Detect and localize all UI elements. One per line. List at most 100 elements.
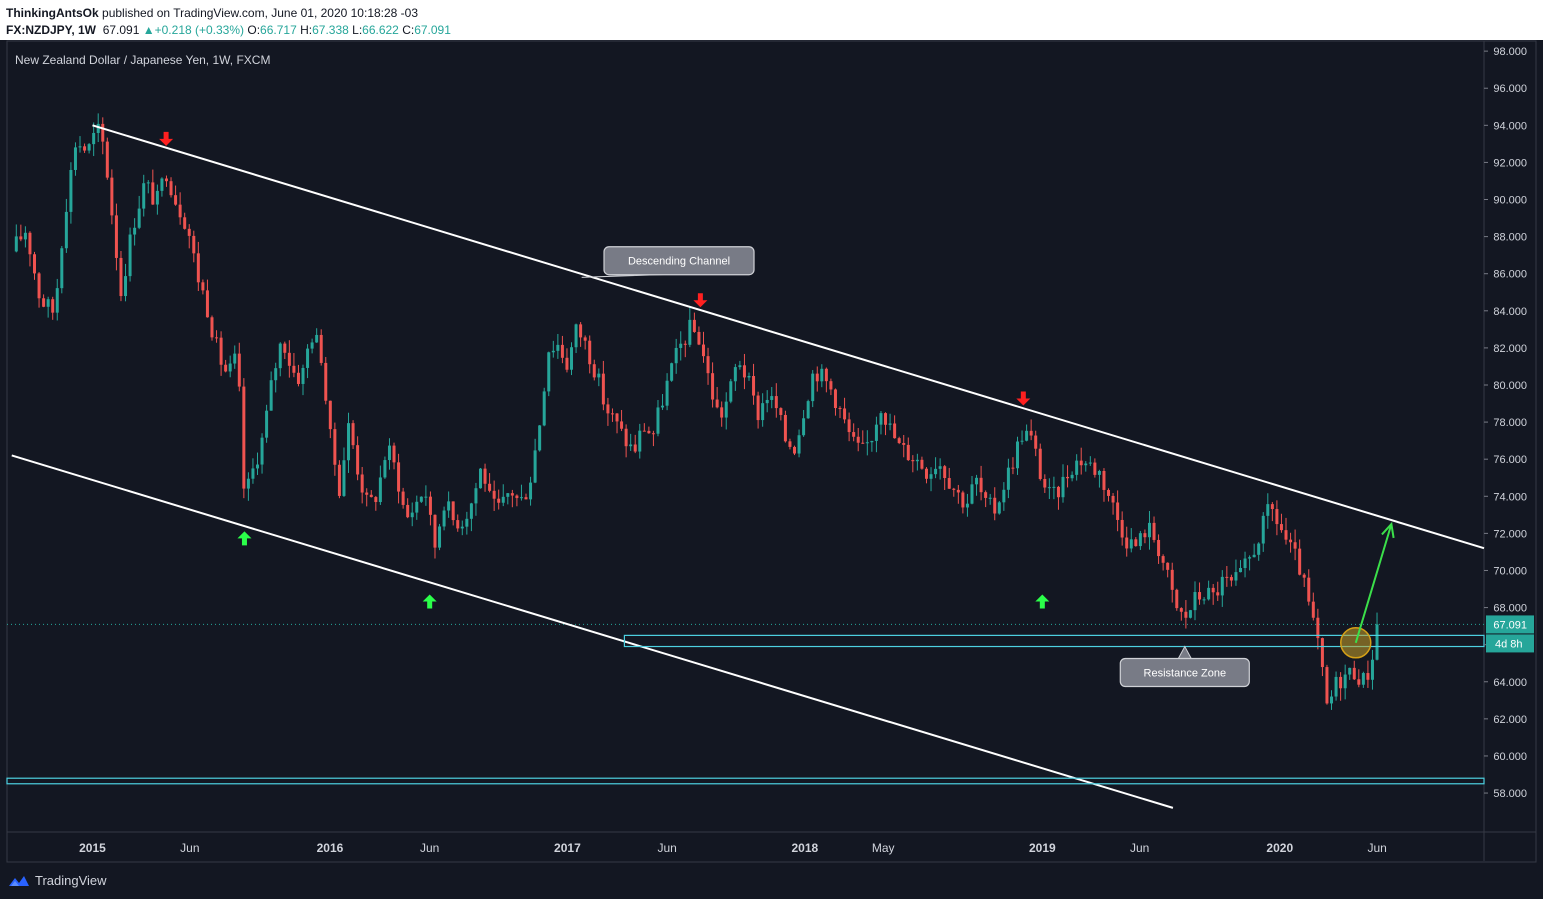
candle-body [879, 413, 883, 425]
candle-body [592, 364, 596, 378]
close-label: C: [402, 23, 415, 37]
candle-body [110, 177, 114, 216]
up-triangle-icon: ▲ [142, 23, 155, 37]
candle-body [1270, 504, 1274, 510]
candle-body [861, 442, 865, 444]
brand-label: TradingView [35, 873, 107, 888]
candle-body [283, 343, 287, 353]
tradingview-brand[interactable]: TradingView [8, 873, 107, 888]
time-tick-label: 2018 [792, 841, 819, 855]
channel-lower-line [11, 454, 1174, 809]
candle-body [692, 319, 696, 332]
author-name[interactable]: ThinkingAntsOk [6, 6, 99, 20]
chart-frame [6, 40, 1537, 863]
candle-body [615, 413, 619, 422]
candle-body [1143, 533, 1147, 538]
candle-body [674, 347, 678, 364]
countdown-label: 4d 8h [1495, 638, 1523, 650]
candle-body [292, 365, 296, 373]
candle-body [387, 445, 391, 461]
price-tick-label: 80.000 [1493, 380, 1527, 392]
candle-body [28, 232, 32, 255]
candle-body [1307, 577, 1311, 602]
candle-body [524, 497, 528, 500]
candle-body [119, 257, 123, 297]
candle-body [87, 144, 91, 151]
price-tick-label: 64.000 [1493, 677, 1527, 689]
candle-body [237, 353, 241, 387]
time-tick-label: Jun [1130, 841, 1149, 855]
candle-body [588, 340, 592, 365]
candle-body [1188, 610, 1192, 618]
candle-body [1034, 435, 1038, 449]
time-tick-label: Jun [420, 841, 439, 855]
time-axis[interactable]: 2015 Jun 2016 Jun 2017 Jun 2018 May 2019 Jun 2020 J… [79, 841, 1387, 855]
candle-body [697, 331, 701, 345]
candle-body [701, 344, 705, 357]
candle-body [315, 334, 319, 343]
candle-body [442, 510, 446, 527]
price-axis[interactable]: 98.000 96.000 94.000 92.000 90.000 88.000 86.0… [1484, 46, 1534, 800]
candle-body [169, 181, 173, 196]
candle-body [988, 497, 992, 499]
candle-body [1116, 502, 1120, 520]
candle-body [956, 489, 960, 493]
candle-body [1120, 519, 1124, 538]
candle-body [1161, 556, 1165, 563]
candle-body [1079, 460, 1083, 466]
chart-title: New Zealand Dollar / Japanese Yen, 1W, F… [15, 53, 270, 67]
price-tick-label: 86.000 [1493, 269, 1527, 281]
candle-body [469, 503, 473, 519]
candle-body [533, 450, 537, 483]
candle-body [365, 492, 369, 495]
candle-body [560, 344, 564, 358]
candle-body [23, 232, 27, 240]
candle-body [538, 425, 542, 451]
candle-body [1175, 589, 1179, 609]
time-tick-label: 2015 [79, 841, 106, 855]
chart-area[interactable]: New Zealand Dollar / Japanese Yen, 1W, F… [0, 40, 1543, 865]
candle-body [301, 367, 305, 384]
candle-body [824, 368, 828, 382]
candle-body [720, 407, 724, 418]
close-value: 67.091 [414, 23, 451, 37]
price-tick-label: 82.000 [1493, 343, 1527, 355]
candle-body [64, 211, 68, 249]
candle-body [55, 288, 59, 313]
candle-body [51, 299, 55, 313]
candle-body [752, 376, 756, 396]
candle-body [1266, 504, 1270, 516]
candle-body [870, 440, 874, 443]
candle-body [1025, 430, 1029, 441]
candle-body [492, 490, 496, 499]
candle-body [465, 518, 469, 527]
symbol-name: FX:NZDJPY, 1W [6, 23, 97, 37]
candle-body [1152, 522, 1156, 540]
candle-body [583, 337, 587, 341]
candle-body [574, 324, 578, 348]
price-tick-label: 88.000 [1493, 232, 1527, 244]
candle-body [788, 441, 792, 447]
candle-body [761, 403, 765, 421]
up-arrow-icon [237, 531, 252, 546]
candle-body [265, 410, 269, 438]
candle-body [651, 433, 655, 435]
candle-body [811, 373, 815, 402]
candle-body [351, 423, 355, 446]
candle-body [1238, 567, 1242, 573]
candle-body [638, 430, 642, 452]
candle-body [37, 273, 41, 299]
price-tick-label: 96.000 [1493, 83, 1527, 95]
candle-body [724, 401, 728, 418]
candle-body [833, 389, 837, 409]
candle-body [679, 343, 683, 348]
candle-body [1088, 462, 1092, 464]
candle-body [383, 460, 387, 478]
candle-body [42, 298, 46, 307]
candle-body [424, 496, 428, 498]
candle-body [187, 228, 191, 236]
candle-body [993, 497, 997, 514]
price-chart[interactable]: New Zealand Dollar / Japanese Yen, 1W, F… [0, 40, 1543, 865]
candle-body [952, 488, 956, 490]
candle-body [269, 380, 273, 411]
